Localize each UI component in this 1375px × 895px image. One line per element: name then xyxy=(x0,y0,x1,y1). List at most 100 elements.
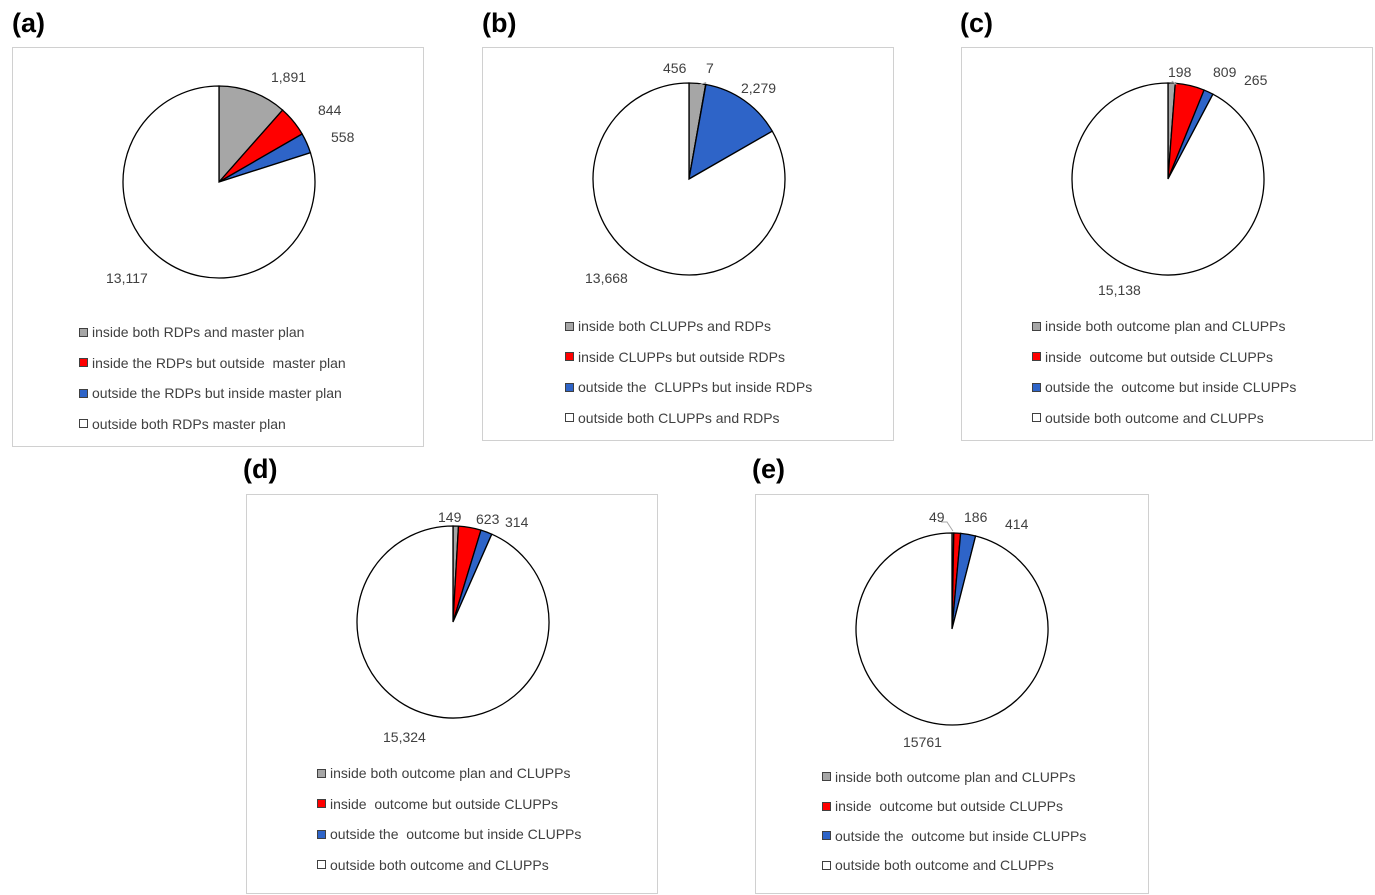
data-label: 149 xyxy=(438,509,462,525)
legend-swatch xyxy=(79,419,88,429)
data-label: 314 xyxy=(505,514,529,530)
legend-item: inside both outcome plan and CLUPPs xyxy=(1032,311,1296,342)
data-label: 13,117 xyxy=(106,270,148,286)
legend-swatch xyxy=(565,352,574,362)
data-label: 7 xyxy=(706,60,714,76)
legend-label: outside both outcome and CLUPPs xyxy=(330,856,549,873)
legend-item: inside CLUPPs but outside RDPs xyxy=(565,342,812,373)
panel-d-pie: 149 623 314 15,324 xyxy=(356,509,550,745)
legend-item: inside outcome but outside CLUPPs xyxy=(1032,342,1296,373)
legend-label: inside both outcome plan and CLUPPs xyxy=(330,765,571,782)
pie-slice xyxy=(1071,82,1265,276)
legend-item: outside both CLUPPs and RDPs xyxy=(565,403,812,434)
legend-swatch xyxy=(822,772,831,782)
legend-item: outside the RDPs but inside master plan xyxy=(79,378,346,409)
legend-item: outside the outcome but inside CLUPPs xyxy=(317,819,581,850)
pie-slice xyxy=(218,85,284,184)
legend-label: inside both outcome plan and CLUPPs xyxy=(835,768,1076,785)
legend-swatch xyxy=(1032,413,1041,423)
panel-e-legend: inside both outcome plan and CLUPPs insi… xyxy=(822,762,1086,882)
panel-a-chart: 1,891 844 558 13,117 inside both RDPs and m… xyxy=(12,47,424,447)
panel-a-letter: (a) xyxy=(12,8,45,38)
data-label: 186 xyxy=(964,509,988,525)
legend-item: outside the outcome but inside CLUPPs xyxy=(822,821,1086,851)
legend-label: inside CLUPPs but outside RDPs xyxy=(578,348,785,365)
data-label: 1,891 xyxy=(271,69,306,85)
pie-slice xyxy=(592,82,786,276)
panel-b-letter: (b) xyxy=(482,8,517,38)
panel-c-letter: (c) xyxy=(960,8,993,38)
legend-item: inside outcome but outside CLUPPs xyxy=(317,789,581,820)
panel-a-legend: inside both RDPs and master plan inside … xyxy=(79,317,346,439)
legend-item: inside the RDPs but outside master plan xyxy=(79,348,346,379)
legend-swatch xyxy=(565,382,574,392)
panel-a-pie: 1,891 844 558 13,117 xyxy=(106,69,355,286)
data-label: 2,279 xyxy=(741,80,776,96)
pie-slice xyxy=(688,83,774,181)
legend-swatch xyxy=(317,860,326,870)
legend-item: outside both outcome and CLUPPs xyxy=(822,851,1086,881)
legend-item: inside both outcome plan and CLUPPs xyxy=(822,762,1086,792)
panel-c-pie: 198 809 265 15,138 xyxy=(1071,64,1268,298)
panel-d-legend: inside both outcome plan and CLUPPs insi… xyxy=(317,758,581,880)
data-label: 15761 xyxy=(903,734,942,750)
legend-label: inside outcome but outside CLUPPs xyxy=(835,798,1064,815)
leader-line xyxy=(690,82,707,87)
legend-label: inside both RDPs and master plan xyxy=(92,324,305,341)
pie-slice xyxy=(356,525,550,719)
panel-d-letter: (d) xyxy=(243,454,278,484)
legend-label: outside the outcome but inside CLUPPs xyxy=(330,826,582,843)
legend-swatch xyxy=(317,799,326,809)
data-label: 809 xyxy=(1213,64,1237,80)
legend-swatch xyxy=(822,831,831,841)
legend-label: outside both outcome and CLUPPs xyxy=(835,857,1054,874)
legend-item: outside both outcome and CLUPPs xyxy=(1032,403,1296,434)
legend-label: inside the RDPs but outside master plan xyxy=(92,354,346,371)
panel-e-letter: (e) xyxy=(752,454,785,484)
panel-d-chart: 149 623 314 15,324 inside both outcome plan… xyxy=(246,494,658,894)
legend-swatch xyxy=(1032,352,1041,362)
legend-label: inside outcome but outside CLUPPs xyxy=(330,795,559,812)
panel-b-pie: 456 7 2,279 13,668 xyxy=(585,60,786,286)
legend-swatch xyxy=(79,388,88,398)
legend-label: outside both outcome and CLUPPs xyxy=(1045,409,1264,426)
panel-e-pie: 49 186 414 15761 xyxy=(855,509,1049,750)
panel-b-chart: 456 7 2,279 13,668 inside both CLUPPs and R… xyxy=(482,47,894,441)
data-label: 558 xyxy=(331,129,355,145)
legend-item: outside both outcome and CLUPPs xyxy=(317,850,581,881)
legend-label: outside the outcome but inside CLUPPs xyxy=(835,827,1087,844)
panel-e-chart: 49 186 414 15761 inside both outcome plan a… xyxy=(755,494,1149,894)
legend-label: outside both RDPs master plan xyxy=(92,415,286,432)
legend-swatch xyxy=(822,860,831,870)
legend-label: outside the CLUPPs but inside RDPs xyxy=(578,379,813,396)
legend-item: inside both CLUPPs and RDPs xyxy=(565,311,812,342)
data-label: 456 xyxy=(663,60,687,76)
legend-swatch xyxy=(317,829,326,839)
legend-item: outside the outcome but inside CLUPPs xyxy=(1032,372,1296,403)
legend-swatch xyxy=(317,768,326,778)
panel-c-legend: inside both outcome plan and CLUPPs insi… xyxy=(1032,311,1296,433)
legend-label: outside the outcome but inside CLUPPs xyxy=(1045,379,1297,396)
data-label: 13,668 xyxy=(585,270,628,286)
data-label: 49 xyxy=(929,509,945,525)
legend-item: inside both outcome plan and CLUPPs xyxy=(317,758,581,789)
panel-c-chart: 198 809 265 15,138 inside both outcome plan… xyxy=(961,47,1373,441)
legend-label: inside outcome but outside CLUPPs xyxy=(1045,348,1274,365)
data-label: 414 xyxy=(1005,516,1029,532)
data-label: 844 xyxy=(318,102,342,118)
data-label: 623 xyxy=(476,511,500,527)
pie-slice xyxy=(122,85,316,279)
data-label: 198 xyxy=(1168,64,1192,80)
legend-swatch xyxy=(822,801,831,811)
legend-item: inside both RDPs and master plan xyxy=(79,317,346,348)
legend-item: outside both RDPs master plan xyxy=(79,409,346,440)
legend-swatch xyxy=(79,358,88,368)
legend-item: outside the CLUPPs but inside RDPs xyxy=(565,372,812,403)
legend-swatch xyxy=(565,413,574,423)
legend-swatch xyxy=(1032,382,1041,392)
data-label: 15,324 xyxy=(383,729,426,745)
pie-slice xyxy=(855,532,1049,726)
data-label: 15,138 xyxy=(1098,282,1141,298)
leader-line xyxy=(941,521,954,532)
panel-b-legend: inside both CLUPPs and RDPs inside CLUPP… xyxy=(565,311,812,433)
